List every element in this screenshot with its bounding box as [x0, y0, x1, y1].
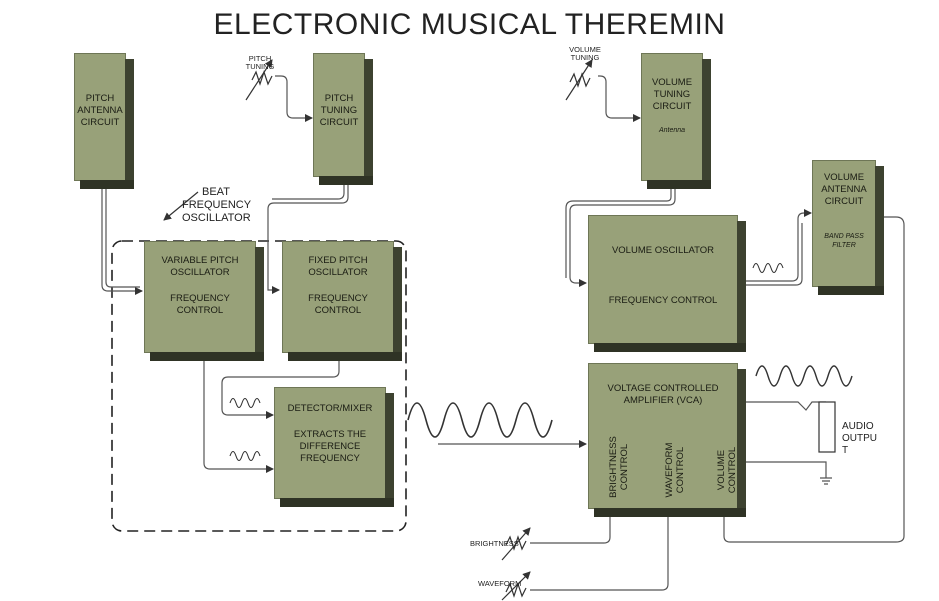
pitch-tuning-line2: TUNING [313, 105, 365, 117]
pitch-antenna-circuit-block: PITCH ANTENNA CIRCUIT [74, 53, 134, 189]
audio-signal-wave [756, 366, 852, 386]
detector-mixer-block: DETECTOR/MIXER EXTRACTS THE DIFFERENCE F… [274, 387, 394, 507]
volume-tuning-line2: TUNING [641, 89, 703, 101]
volume-tuning-pot-label: VOLUME TUNING [562, 46, 608, 62]
variable-pitch-line1: VARIABLE PITCH [144, 255, 256, 267]
pitch-tuning-line3: CIRCUIT [313, 117, 365, 129]
audio-label-line3: T [842, 445, 877, 457]
volume-oscillator-block: VOLUME OSCILLATOR FREQUENCY CONTROL [588, 215, 746, 352]
detector-line2: EXTRACTS THE [274, 429, 386, 441]
page-title: ELECTRONIC MUSICAL THEREMIN [0, 8, 939, 42]
fixed-pitch-oscillator-block: FIXED PITCH OSCILLATOR FREQUENCY CONTROL [282, 241, 402, 361]
beat-label-line3: OSCILLATOR [182, 212, 251, 225]
detector-line4: FREQUENCY [274, 453, 386, 465]
fixed-pitch-line3: FREQUENCY [282, 293, 394, 305]
variable-pitch-line4: CONTROL [144, 305, 256, 317]
volume-antenna-sub2: FILTER [812, 241, 876, 250]
variable-pitch-line2: OSCILLATOR [144, 267, 256, 279]
pitch-tuning-line1: PITCH [313, 93, 365, 105]
volume-antenna-sub1: BAND PASS [812, 232, 876, 241]
pitch-antenna-line1: PITCH [74, 93, 126, 105]
vca-brightness-control-label: BRIGHTNESS CONTROL [608, 434, 630, 500]
difference-signal-wave [408, 403, 552, 437]
fixed-pitch-line4: CONTROL [282, 305, 394, 317]
volume-antenna-line3: CIRCUIT [812, 196, 876, 208]
volume-tuning-pot-line2: TUNING [562, 54, 608, 62]
pitch-tuning-pot-label: PITCH TUNING [240, 55, 280, 71]
volume-oscillator-line2: FREQUENCY CONTROL [588, 295, 738, 307]
vca-line2: AMPLIFIER (VCA) [588, 395, 738, 407]
variable-pitch-line3: FREQUENCY [144, 293, 256, 305]
beat-frequency-oscillator-label: BEAT FREQUENCY OSCILLATOR [182, 186, 251, 225]
beat-label-line1: BEAT [182, 186, 251, 199]
audio-label-line2: OUTPU [842, 433, 877, 445]
vca-volume-control-label: VOLUME CONTROL [716, 440, 738, 500]
volume-tuning-sub: Antenna [641, 125, 703, 137]
volume-antenna-line2: ANTENNA [812, 184, 876, 196]
pitch-antenna-line2: ANTENNA [74, 105, 126, 117]
variable-pitch-oscillator-block: VARIABLE PITCH OSCILLATOR FREQUENCY CONT… [144, 241, 264, 361]
vca-volume-line1: VOLUME [716, 440, 727, 500]
volume-antenna-circuit-block: VOLUME ANTENNA CIRCUIT BAND PASS FILTER [812, 160, 884, 295]
volume-tuning-line1: VOLUME [641, 77, 703, 89]
vca-line1: VOLTAGE CONTROLLED [588, 383, 738, 395]
volume-oscillator-line1: VOLUME OSCILLATOR [588, 245, 738, 257]
volume-antenna-line1: VOLUME [812, 172, 876, 184]
pitch-tuning-pot-line2: TUNING [240, 63, 280, 71]
detector-line3: DIFFERENCE [274, 441, 386, 453]
vca-volume-line2: CONTROL [727, 440, 738, 500]
vca-waveform-control-label: WAVEFORM CONTROL [664, 440, 686, 500]
fixed-pitch-line2: OSCILLATOR [282, 267, 394, 279]
vca-waveform-line1: WAVEFORM [664, 440, 675, 500]
volume-tuning-circuit-block: VOLUME TUNING CIRCUIT Antenna [641, 53, 711, 189]
vca-waveform-line2: CONTROL [675, 440, 686, 500]
waveform-pot-label: WAVEFORM [478, 580, 521, 588]
audio-output-icon [819, 402, 835, 452]
pitch-antenna-line3: CIRCUIT [74, 117, 126, 129]
vca-brightness-line1: BRIGHTNESS [608, 434, 619, 500]
audio-label-line1: AUDIO [842, 421, 877, 433]
audio-output-label: AUDIO OUTPU T [842, 421, 877, 457]
beat-label-line2: FREQUENCY [182, 199, 251, 212]
fixed-pitch-line1: FIXED PITCH [282, 255, 394, 267]
pitch-tuning-circuit-block: PITCH TUNING CIRCUIT [313, 53, 373, 185]
detector-line1: DETECTOR/MIXER [274, 403, 386, 415]
brightness-pot-label: BRIGHTNESS [470, 540, 519, 548]
volume-tuning-line3: CIRCUIT [641, 101, 703, 113]
vca-brightness-line2: CONTROL [619, 434, 630, 500]
